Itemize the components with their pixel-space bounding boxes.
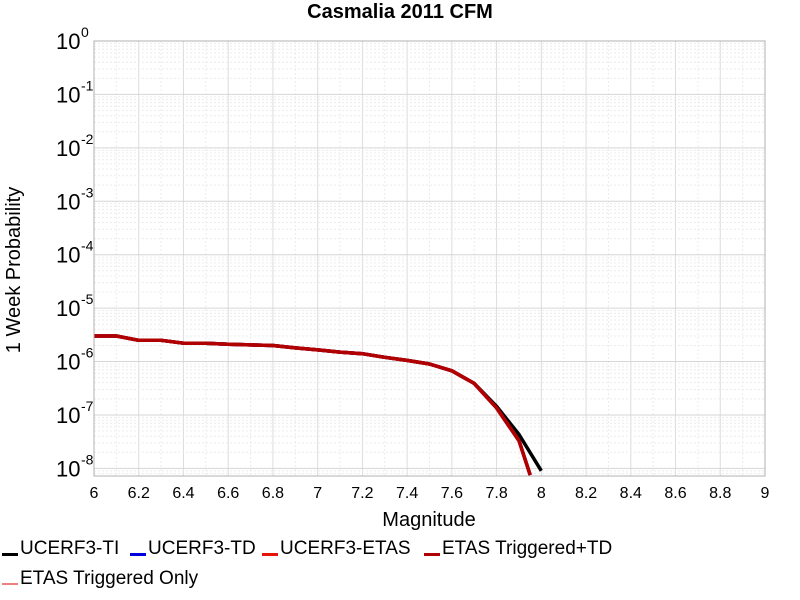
x-tick-label: 8.6: [664, 485, 686, 502]
y-tick-exponent: -3: [81, 184, 94, 200]
legend-label: UCERF3-TI: [20, 538, 120, 559]
x-tick-label: 6.4: [172, 485, 194, 502]
x-tick-label: 6: [90, 485, 99, 502]
legend-item: ETAS Triggered+TD: [424, 538, 612, 560]
y-tick-exponent: 0: [81, 24, 89, 40]
y-tick-exponent: -1: [81, 77, 94, 93]
x-tick-label: 8.8: [709, 485, 731, 502]
plot-frame: [93, 40, 766, 477]
grid: [93, 40, 766, 476]
y-tick-base: 10: [56, 456, 80, 481]
y-tick-base: 10: [56, 29, 80, 54]
x-tick-label: 8.2: [575, 485, 597, 502]
y-tick-exponent: -2: [81, 131, 94, 147]
x-tick-label: 7.6: [441, 485, 463, 502]
series-line-etas-triggered-td: [94, 334, 532, 476]
y-tick-label: 10 -5: [56, 291, 94, 321]
legend-item: UCERF3-ETAS: [262, 538, 411, 560]
y-tick-label: 10 0: [56, 24, 89, 54]
x-axis-label: Magnitude: [382, 509, 475, 531]
y-tick-exponent: -6: [81, 345, 94, 361]
series-line-ucerf3-etas: [94, 334, 532, 476]
x-tick-label: 8: [537, 485, 546, 502]
y-tick-exponent: -7: [81, 398, 94, 414]
y-tick-label: 10 -7: [56, 398, 94, 428]
x-tick-label: 6.2: [128, 485, 150, 502]
y-tick-label: 10 -3: [56, 184, 94, 214]
y-tick-exponent: -5: [81, 291, 94, 307]
y-tick-label: 10 -1: [56, 77, 94, 107]
legend-item: UCERF3-TD: [130, 538, 256, 560]
legend-label: ETAS Triggered+TD: [442, 538, 613, 559]
legend: UCERF3-TI UCERF3-TD UCERF3-ETAS ETAS Trigge…: [0, 536, 800, 600]
y-tick-base: 10: [56, 189, 80, 214]
legend-item: UCERF3-TI: [2, 538, 119, 560]
x-tick-label: 7.2: [351, 485, 373, 502]
y-tick-base: 10: [56, 296, 80, 321]
x-tick-label: 7.8: [485, 485, 507, 502]
x-tick-label: 9: [761, 485, 770, 502]
y-tick-base: 10: [56, 136, 80, 161]
chart: Casmalia 2011 CFM 6 6.2 6.4 6.6 6.8 7 7.2 7.4 7.…: [3, 1, 770, 531]
y-tick-base: 10: [56, 403, 80, 428]
legend-swatch: [262, 552, 278, 556]
legend-swatch: [2, 583, 18, 585]
y-tick-base: 10: [56, 243, 80, 268]
y-tick-base: 10: [56, 82, 80, 107]
legend-swatch: [424, 552, 440, 556]
x-tick-label: 7: [313, 485, 322, 502]
x-tick-label: 6.8: [262, 485, 284, 502]
y-tick-exponent: -8: [81, 451, 94, 467]
legend-label: UCERF3-ETAS: [280, 538, 411, 559]
y-tick-label: 10 -6: [56, 345, 94, 375]
legend-label: ETAS Triggered Only: [20, 568, 199, 589]
x-tick-label: 8.4: [620, 485, 642, 502]
y-axis-label: 1 Week Probability: [3, 187, 25, 353]
chart-title: Casmalia 2011 CFM: [307, 1, 493, 23]
y-tick-exponent: -4: [81, 238, 94, 254]
y-tick-base: 10: [56, 350, 80, 375]
y-tick-label: 10 -4: [56, 238, 94, 268]
series-line-ucerf3-td: [94, 334, 532, 476]
plot-series: [94, 334, 543, 476]
legend-item: ETAS Triggered Only: [2, 568, 198, 590]
x-tick-label: 7.4: [396, 485, 418, 502]
legend-swatch: [130, 552, 146, 556]
x-tick-labels: 6 6.2 6.4 6.6 6.8 7 7.2 7.4 7.6 7.8 8 8.2 8.4 8.6 8.8 9: [90, 485, 770, 502]
legend-label: UCERF3-TD: [148, 538, 256, 559]
y-tick-label: 10 -8: [56, 451, 94, 481]
y-tick-label: 10 -2: [56, 131, 94, 161]
legend-swatch: [2, 552, 18, 556]
x-tick-label: 6.6: [217, 485, 239, 502]
